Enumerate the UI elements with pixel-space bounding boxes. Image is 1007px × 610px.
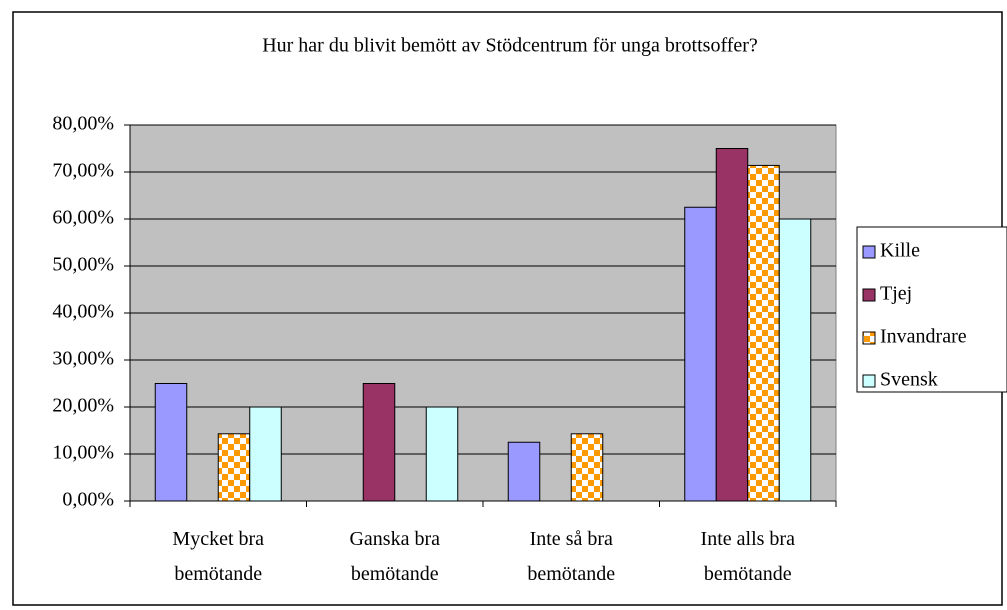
bar [217, 433, 251, 502]
bar [154, 383, 188, 502]
y-tick-label: 40,00% [52, 301, 114, 323]
x-tick-label: Mycket bra bemötande [172, 528, 265, 585]
bar [249, 406, 282, 502]
legend-swatch [862, 288, 876, 302]
y-tick-label: 20,00% [52, 395, 114, 417]
y-tick-label: 80,00% [52, 113, 114, 135]
legend-label: Tjej [880, 283, 912, 305]
bar [747, 164, 780, 502]
chart-title: Hur har du blivit bemött av Stödcentrum … [262, 35, 758, 57]
y-tick-label: 70,00% [52, 160, 114, 182]
bar [425, 406, 459, 502]
legend [856, 226, 1007, 393]
bar [778, 218, 812, 502]
bar [507, 441, 541, 502]
legend-label: Invandrare [880, 326, 967, 348]
x-tick-label: Inte alls bra bemötande [700, 528, 795, 585]
legend-label: Svensk [880, 369, 938, 391]
legend-swatch [862, 245, 876, 259]
y-tick-label: 0,00% [62, 489, 114, 511]
x-tick-label: Inte så bra bemötande [527, 528, 616, 585]
bar [684, 206, 717, 502]
bar [362, 383, 396, 502]
y-tick-label: 50,00% [52, 254, 114, 276]
x-tick-label: Ganska bra bemötande [349, 528, 441, 585]
legend-label: Kille [880, 240, 920, 262]
y-tick-label: 60,00% [52, 207, 114, 229]
legend-swatch [862, 331, 876, 345]
y-tick-label: 10,00% [52, 442, 114, 464]
bar [570, 433, 604, 502]
legend-swatch [862, 374, 876, 388]
y-tick-label: 30,00% [52, 348, 114, 370]
bar [715, 148, 749, 502]
